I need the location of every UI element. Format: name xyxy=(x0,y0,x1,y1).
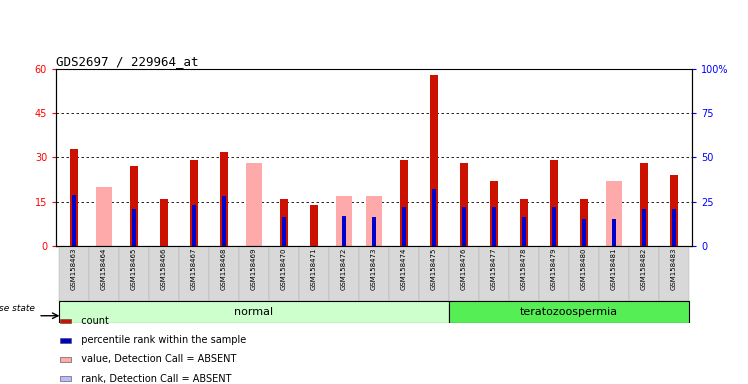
Bar xyxy=(310,205,318,246)
Text: GDS2697 / 229964_at: GDS2697 / 229964_at xyxy=(56,55,199,68)
Bar xyxy=(659,246,689,301)
Text: GSM158469: GSM158469 xyxy=(251,248,257,290)
Bar xyxy=(61,338,70,343)
Bar xyxy=(509,246,539,301)
Text: normal: normal xyxy=(234,307,274,317)
Bar xyxy=(449,301,689,323)
Bar xyxy=(342,216,346,246)
Text: value, Detection Call = ABSENT: value, Detection Call = ABSENT xyxy=(75,354,236,364)
Bar xyxy=(179,246,209,301)
Text: GSM158468: GSM158468 xyxy=(221,248,227,290)
Bar xyxy=(669,175,678,246)
Bar xyxy=(329,246,359,301)
Bar xyxy=(359,246,389,301)
Bar xyxy=(522,217,526,246)
Bar xyxy=(460,163,468,246)
Bar xyxy=(70,149,79,246)
Bar xyxy=(479,246,509,301)
Text: GSM158470: GSM158470 xyxy=(281,248,287,290)
Bar xyxy=(430,75,438,246)
Text: GSM158472: GSM158472 xyxy=(341,248,347,290)
Bar xyxy=(582,219,586,246)
Bar xyxy=(606,181,622,246)
Bar xyxy=(419,246,449,301)
Bar xyxy=(580,199,588,246)
Bar xyxy=(59,246,89,301)
Text: GSM158475: GSM158475 xyxy=(431,248,437,290)
Text: GSM158465: GSM158465 xyxy=(131,248,137,290)
Bar xyxy=(119,246,149,301)
Text: GSM158471: GSM158471 xyxy=(311,248,317,290)
Text: count: count xyxy=(75,316,108,326)
Bar xyxy=(220,152,228,246)
Bar xyxy=(373,217,375,246)
Bar xyxy=(336,196,352,246)
Bar xyxy=(520,199,528,246)
Bar xyxy=(640,163,648,246)
Text: GSM158463: GSM158463 xyxy=(71,248,77,290)
Bar xyxy=(462,207,466,246)
Bar xyxy=(389,246,419,301)
Bar xyxy=(149,246,179,301)
Text: rank, Detection Call = ABSENT: rank, Detection Call = ABSENT xyxy=(75,374,231,384)
Bar xyxy=(550,161,558,246)
Bar xyxy=(642,209,646,246)
Bar xyxy=(539,246,569,301)
Bar xyxy=(59,301,449,323)
Text: teratozoospermia: teratozoospermia xyxy=(520,307,618,317)
Bar xyxy=(132,209,136,246)
Bar xyxy=(239,246,269,301)
Text: percentile rank within the sample: percentile rank within the sample xyxy=(75,335,246,345)
Bar xyxy=(599,246,629,301)
Bar xyxy=(209,246,239,301)
Text: GSM158464: GSM158464 xyxy=(101,248,107,290)
Bar xyxy=(629,246,659,301)
Bar xyxy=(61,319,70,323)
Text: GSM158482: GSM158482 xyxy=(641,248,647,290)
Bar xyxy=(73,195,76,246)
Bar xyxy=(449,246,479,301)
Text: GSM158480: GSM158480 xyxy=(581,248,587,290)
Text: GSM158466: GSM158466 xyxy=(161,248,167,290)
Bar xyxy=(61,357,70,362)
Text: GSM158476: GSM158476 xyxy=(461,248,467,290)
Text: GSM158467: GSM158467 xyxy=(191,248,197,290)
Bar xyxy=(222,196,226,246)
Text: GSM158478: GSM158478 xyxy=(521,248,527,290)
Bar xyxy=(130,166,138,246)
Text: GSM158483: GSM158483 xyxy=(671,248,677,290)
Bar xyxy=(282,217,286,246)
Bar xyxy=(269,246,299,301)
Text: GSM158477: GSM158477 xyxy=(491,248,497,290)
Bar xyxy=(366,196,382,246)
Bar xyxy=(402,207,405,246)
Text: GSM158474: GSM158474 xyxy=(401,248,407,290)
Bar xyxy=(432,189,436,246)
Bar xyxy=(672,209,675,246)
Bar xyxy=(492,207,496,246)
Bar xyxy=(89,246,119,301)
Text: disease state: disease state xyxy=(0,304,35,313)
Bar xyxy=(399,161,408,246)
Bar xyxy=(552,207,556,246)
Text: GSM158473: GSM158473 xyxy=(371,248,377,290)
Text: GSM158479: GSM158479 xyxy=(551,248,557,290)
Bar xyxy=(280,199,288,246)
Bar xyxy=(190,161,198,246)
Bar xyxy=(299,246,329,301)
Text: GSM158481: GSM158481 xyxy=(611,248,617,290)
Bar xyxy=(569,246,599,301)
Bar xyxy=(490,181,498,246)
Bar xyxy=(96,187,112,246)
Bar xyxy=(61,376,70,381)
Bar xyxy=(612,219,616,246)
Bar xyxy=(246,163,263,246)
Bar xyxy=(160,199,168,246)
Bar xyxy=(192,205,196,246)
